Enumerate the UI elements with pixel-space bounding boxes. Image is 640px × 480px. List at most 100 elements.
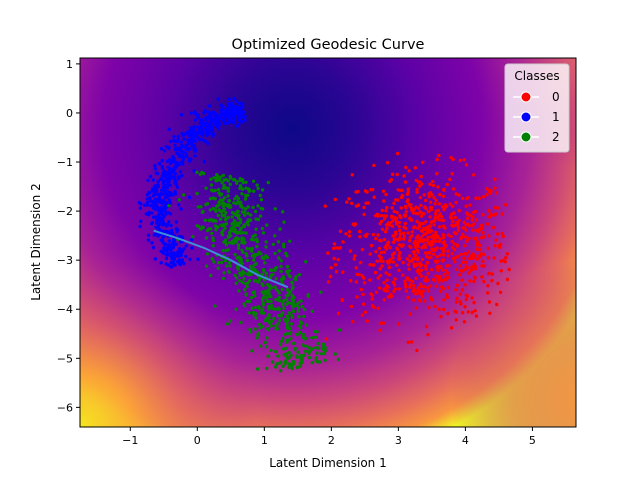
point-class-2 — [255, 270, 260, 274]
point-class-1 — [169, 160, 173, 164]
point-class-0 — [471, 228, 475, 232]
point-class-1 — [154, 200, 158, 204]
point-class-2 — [245, 220, 249, 225]
point-class-0 — [371, 304, 375, 308]
point-class-1 — [172, 135, 176, 139]
point-class-1 — [165, 249, 169, 253]
point-class-0 — [433, 202, 437, 206]
point-class-0 — [378, 273, 383, 278]
point-class-1 — [175, 230, 179, 234]
point-class-2 — [234, 281, 238, 285]
point-class-2 — [282, 220, 286, 224]
point-class-0 — [403, 180, 408, 184]
point-class-0 — [380, 264, 384, 268]
point-class-2 — [250, 306, 255, 310]
point-class-1 — [193, 154, 197, 158]
point-class-2 — [244, 292, 248, 296]
point-class-0 — [461, 232, 465, 236]
point-class-1 — [161, 182, 166, 186]
point-class-1 — [168, 201, 172, 205]
point-class-0 — [334, 270, 339, 274]
point-class-1 — [159, 188, 164, 192]
point-class-0 — [372, 163, 376, 168]
point-class-2 — [301, 332, 305, 337]
point-class-0 — [441, 268, 445, 272]
point-class-0 — [422, 193, 426, 197]
point-class-0 — [408, 235, 412, 239]
point-class-2 — [207, 218, 211, 223]
point-class-0 — [419, 263, 423, 267]
point-class-1 — [190, 130, 194, 134]
point-class-2 — [273, 307, 278, 311]
point-class-0 — [347, 234, 352, 238]
point-class-0 — [456, 229, 461, 233]
point-class-0 — [433, 219, 437, 223]
point-class-1 — [207, 132, 211, 136]
point-class-1 — [199, 117, 203, 122]
point-class-0 — [428, 215, 432, 219]
point-class-1 — [147, 210, 151, 215]
point-class-2 — [287, 350, 291, 355]
point-class-2 — [284, 346, 288, 350]
point-class-0 — [415, 219, 419, 224]
point-class-2 — [285, 326, 289, 330]
point-class-1 — [200, 132, 205, 136]
point-class-2 — [274, 362, 279, 366]
point-class-2 — [234, 223, 238, 227]
point-class-2 — [313, 329, 318, 334]
point-class-0 — [333, 263, 338, 267]
point-class-1 — [176, 134, 180, 139]
point-class-1 — [178, 170, 183, 174]
point-class-2 — [279, 339, 284, 344]
point-class-0 — [429, 255, 433, 259]
y-tick-label: −6 — [57, 401, 73, 414]
point-class-2 — [208, 208, 212, 212]
point-class-0 — [487, 271, 491, 275]
point-class-1 — [162, 246, 166, 250]
point-class-2 — [310, 309, 314, 313]
point-class-0 — [382, 199, 386, 203]
point-class-2 — [235, 230, 239, 235]
point-class-0 — [445, 295, 450, 300]
point-class-2 — [292, 309, 296, 314]
point-class-1 — [145, 203, 150, 207]
point-class-1 — [174, 252, 178, 256]
point-class-0 — [421, 227, 425, 231]
point-class-0 — [493, 186, 497, 190]
point-class-0 — [360, 247, 365, 252]
point-class-0 — [381, 321, 385, 325]
point-class-0 — [460, 235, 464, 239]
point-class-0 — [459, 302, 463, 306]
point-class-1 — [214, 118, 218, 122]
point-class-2 — [264, 295, 268, 300]
point-class-2 — [256, 186, 260, 191]
point-class-2 — [253, 305, 258, 310]
point-class-0 — [450, 223, 454, 227]
point-class-0 — [408, 244, 412, 248]
point-class-2 — [288, 275, 292, 279]
point-class-2 — [282, 353, 286, 357]
point-class-2 — [314, 346, 318, 350]
point-class-0 — [398, 251, 402, 255]
point-class-0 — [434, 284, 438, 288]
point-class-0 — [477, 248, 482, 252]
point-class-0 — [438, 237, 443, 241]
point-class-2 — [242, 210, 247, 214]
point-class-1 — [163, 178, 167, 182]
point-class-2 — [222, 271, 226, 275]
point-class-0 — [408, 312, 412, 316]
point-class-2 — [281, 210, 285, 214]
point-class-0 — [427, 305, 431, 310]
point-class-0 — [419, 229, 423, 233]
point-class-0 — [403, 282, 408, 286]
legend: Classes 0 1 2 — [504, 63, 570, 153]
point-class-2 — [291, 285, 295, 289]
point-class-2 — [252, 290, 257, 294]
point-class-0 — [341, 240, 345, 244]
legend-label: 2 — [552, 130, 560, 144]
point-class-0 — [455, 243, 459, 247]
point-class-0 — [397, 287, 401, 291]
point-class-2 — [285, 254, 289, 258]
point-class-1 — [169, 261, 173, 265]
point-class-0 — [404, 210, 408, 214]
